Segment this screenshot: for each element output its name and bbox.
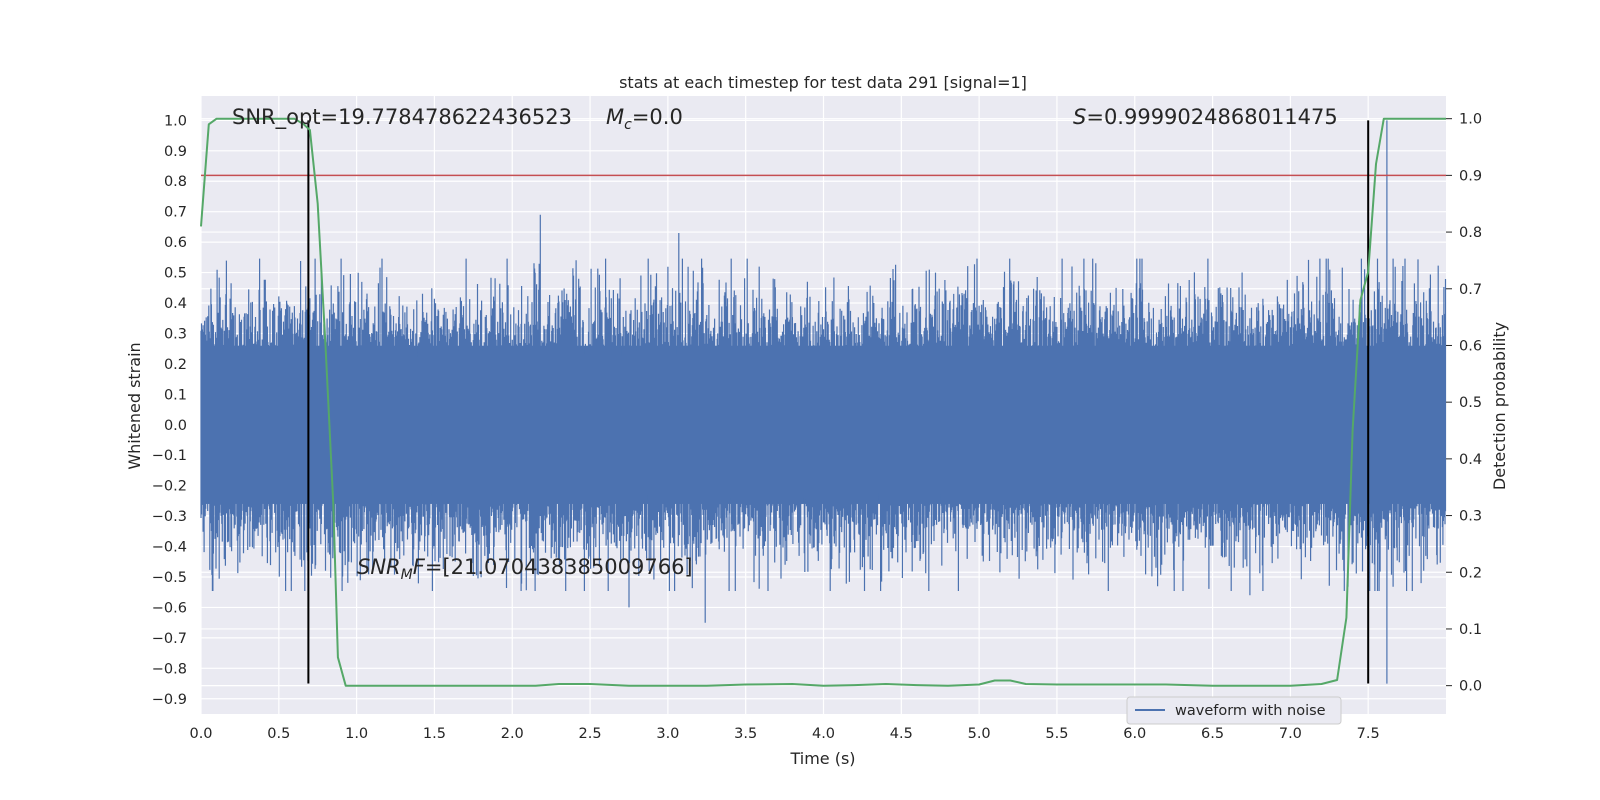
y-tick-label: −0.4 bbox=[152, 540, 187, 556]
y-tick-labels: 1.0 0.9 0.8 0.7 0.6 0.5 0.4 0.3 0.2 0.1 0.0 −0.1 −0.… bbox=[152, 113, 187, 707]
snr-mf-symbol: SNR bbox=[357, 555, 401, 579]
y2-tick-label: 0.4 bbox=[1459, 452, 1482, 468]
x-tick-label: 5.5 bbox=[1045, 726, 1068, 742]
y-tick-label: −0.2 bbox=[152, 479, 187, 495]
annotation-s: S=0.9999024868011475 bbox=[1073, 105, 1338, 129]
y2-tick-label: 0.2 bbox=[1459, 565, 1482, 581]
chirp-mass-value: =0.0 bbox=[632, 105, 683, 129]
y2-tick-label: 0.8 bbox=[1459, 225, 1482, 241]
x-tick-label: 2.5 bbox=[579, 726, 602, 742]
x-tick-label: 7.0 bbox=[1279, 726, 1302, 742]
x-tick-label: 1.5 bbox=[423, 726, 446, 742]
snr-mf-value: =[21.070438385009766] bbox=[425, 555, 693, 579]
x-tick-label: 3.0 bbox=[656, 726, 679, 742]
y2-tick-label: 0.6 bbox=[1459, 338, 1482, 354]
y-tick-label: 0.1 bbox=[164, 387, 187, 403]
x-axis-label: Time (s) bbox=[789, 749, 855, 768]
y-tick-label: −0.6 bbox=[152, 600, 187, 616]
x-tick-label: 5.0 bbox=[968, 726, 991, 742]
s-value: =0.9999024868011475 bbox=[1086, 105, 1337, 129]
snr-mf-f: F bbox=[413, 555, 426, 579]
x-tick-label: 1.0 bbox=[345, 726, 368, 742]
y-tick-label: −0.9 bbox=[152, 692, 187, 708]
chirp-mass-symbol: M bbox=[606, 105, 624, 129]
snr-mf-subscript: M bbox=[401, 567, 413, 583]
y-tick-label: −0.8 bbox=[152, 661, 187, 677]
y-tick-label: −0.5 bbox=[152, 570, 187, 586]
y-tick-label: 0.8 bbox=[164, 174, 187, 190]
y-tick-label: 1.0 bbox=[164, 113, 187, 129]
y-axis-label: Whitened strain bbox=[125, 342, 144, 469]
x-tick-label: 6.5 bbox=[1201, 726, 1224, 742]
x-tick-labels: 0.0 0.5 1.0 1.5 2.0 2.5 3.0 3.5 4.0 4.5 5.0 5.5 6.0 6… bbox=[189, 726, 1379, 742]
probability-line bbox=[200, 117, 1446, 687]
s-symbol: S bbox=[1073, 105, 1086, 129]
y2-axis-label: Detection probability bbox=[1490, 322, 1509, 490]
y2-tick-label: 1.0 bbox=[1459, 112, 1482, 128]
chirp-mass-subscript: c bbox=[624, 117, 632, 133]
annotation-snr-mf: SNRMF=[21.070438385009766] bbox=[357, 555, 693, 583]
annotation-chirp-mass: Mc=0.0 bbox=[606, 105, 683, 133]
y-tick-label: 0.6 bbox=[164, 235, 187, 251]
y-tick-label: 0.2 bbox=[164, 357, 187, 373]
waveform-line bbox=[200, 120, 1447, 684]
x-tick-label: 0.0 bbox=[189, 726, 212, 742]
y2-tick-label: 0.7 bbox=[1459, 282, 1482, 298]
y-tick-label: 0.5 bbox=[164, 266, 187, 282]
x-tick-label: 4.0 bbox=[812, 726, 835, 742]
y-tick-label: 0.9 bbox=[164, 144, 187, 160]
annotation-snr-opt: SNR_opt=19.778478622436523 bbox=[232, 105, 572, 130]
y2-tick-label: 0.0 bbox=[1459, 679, 1482, 695]
y-tick-label: −0.7 bbox=[152, 631, 187, 647]
probability-series bbox=[200, 117, 1446, 687]
x-tick-label: 7.5 bbox=[1357, 726, 1380, 742]
x-tick-label: 0.5 bbox=[267, 726, 290, 742]
legend-box bbox=[1126, 696, 1342, 725]
y-tick-label: 0.0 bbox=[164, 418, 187, 434]
y2-tick-label: 0.3 bbox=[1459, 509, 1482, 525]
y2-tick-label: 0.5 bbox=[1459, 395, 1482, 411]
chart-title: stats at each timestep for test data 291… bbox=[619, 73, 1027, 92]
waveform-series bbox=[200, 120, 1447, 684]
y-tick-label: 0.4 bbox=[164, 296, 187, 312]
y-tick-label: 0.7 bbox=[164, 205, 187, 221]
legend: waveform with noise bbox=[1126, 696, 1342, 725]
reference-lines bbox=[201, 120, 1446, 684]
x-tick-label: 6.0 bbox=[1123, 726, 1146, 742]
y-tick-label: −0.1 bbox=[152, 448, 187, 464]
legend-label: waveform with noise bbox=[1175, 703, 1326, 719]
x-tick-label: 4.5 bbox=[890, 726, 913, 742]
y2-tick-label: 0.9 bbox=[1459, 168, 1482, 184]
x-tick-label: 3.5 bbox=[734, 726, 757, 742]
y2-tick-label: 0.1 bbox=[1459, 622, 1482, 638]
y-tick-label: −0.3 bbox=[152, 509, 187, 525]
y2-tick-labels: 0.0 0.1 0.2 0.3 0.4 0.5 0.6 0.7 0.8 0.9 1.0 bbox=[1446, 112, 1482, 695]
y-tick-label: 0.3 bbox=[164, 326, 187, 342]
x-tick-label: 2.0 bbox=[501, 726, 524, 742]
